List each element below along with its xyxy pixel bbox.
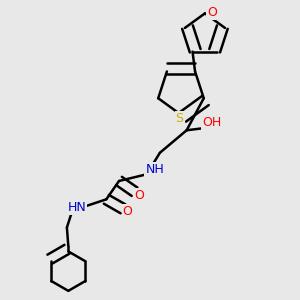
Text: OH: OH [202,116,221,129]
Text: NH: NH [146,163,164,176]
Text: O: O [207,6,217,19]
Text: O: O [134,189,144,202]
Text: O: O [122,206,132,218]
Text: S: S [176,112,184,125]
Text: HN: HN [68,201,86,214]
